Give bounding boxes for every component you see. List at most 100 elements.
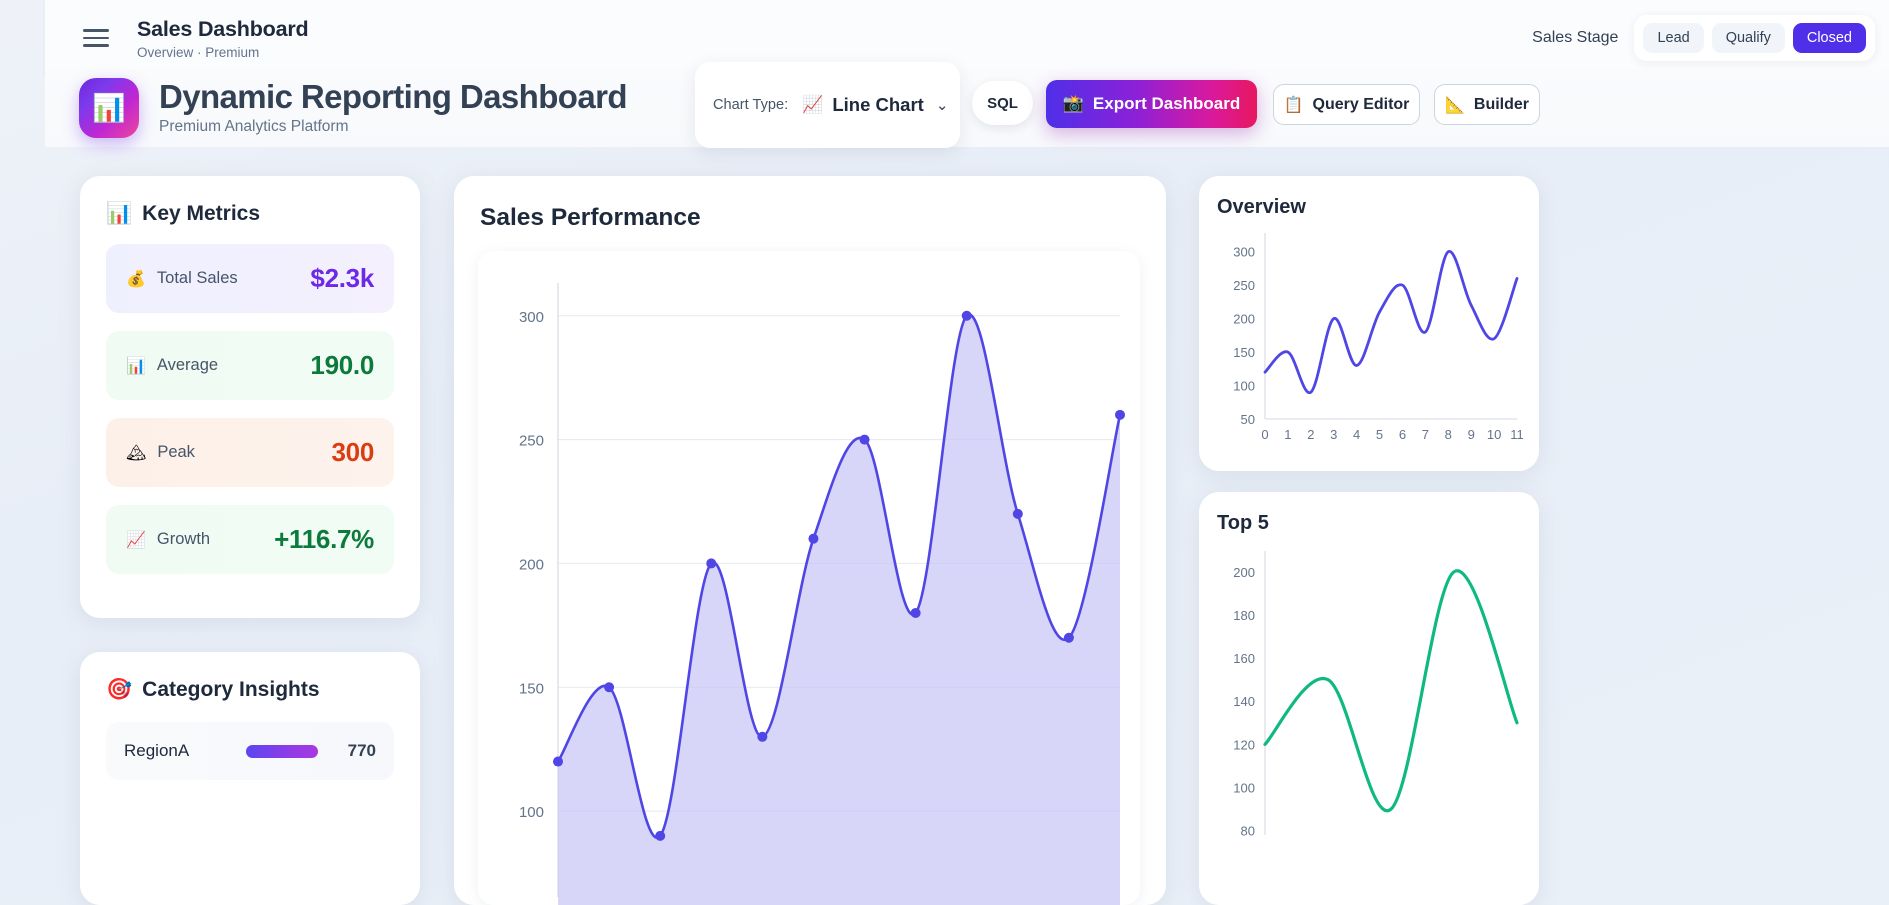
breadcrumb: Overview · Premium [137,44,260,60]
export-dashboard-label: Export Dashboard [1092,94,1241,113]
builder-button[interactable]: 📐 Builder [1434,84,1540,125]
hamburger-line [83,36,109,40]
svg-text:150: 150 [1233,345,1255,360]
trend-up-icon: 📈 [126,531,146,549]
svg-text:10: 10 [1487,427,1501,442]
svg-text:1: 1 [1284,427,1291,442]
svg-text:80: 80 [1241,824,1255,839]
hamburger-line [83,29,109,32]
builder-label: Builder [1473,95,1530,113]
svg-text:180: 180 [1233,608,1255,623]
svg-text:4: 4 [1353,427,1360,442]
top-app-bar: Sales Dashboard Overview · Premium Sales… [45,0,1889,76]
svg-text:9: 9 [1468,427,1475,442]
stage-button-qualify[interactable]: Qualify [1711,23,1785,53]
hero-bar: 📊 Dynamic Reporting Dashboard Premium An… [45,69,1889,147]
chart-type-dropdown[interactable]: 📈 Line Chart ⌄ [802,94,948,116]
svg-text:100: 100 [519,804,544,821]
bar-chart-app-icon: 📊 [79,78,139,138]
ruler-icon: 📐 [1444,96,1465,114]
svg-text:250: 250 [1233,278,1255,293]
dashboard-heading: Dynamic Reporting Dashboard [159,78,627,116]
stage-controls: Sales Stage Lead Qualify Closed [1532,15,1889,61]
svg-text:300: 300 [519,309,544,326]
svg-text:2: 2 [1307,427,1314,442]
sales-performance-plot[interactable]: 100 150 200 250 300 [478,251,1140,905]
query-editor-button[interactable]: 📋 Query Editor [1273,84,1420,125]
export-dashboard-button[interactable]: 📸 Export Dashboard [1046,80,1257,128]
metric-row-average: 📊 Average 190.0 [106,331,394,400]
hero-text-block: Dynamic Reporting Dashboard Premium Anal… [159,80,627,136]
sql-button[interactable]: SQL [972,81,1033,125]
metric-value: 300 [331,437,375,467]
svg-text:11: 11 [1510,427,1523,442]
sales-stage-segmented-control: Lead Qualify Closed [1634,15,1875,61]
key-metrics-card: 📊 Key Metrics 💰 Total Sales $2.3k 📊 Aver… [80,176,420,618]
svg-text:6: 6 [1399,427,1406,442]
hamburger-line [83,44,109,47]
metric-label-group: 💰 Total Sales [126,269,238,289]
sales-performance-card: Sales Performance 100 150 200 250 300 [454,176,1166,905]
sales-stage-label: Sales Stage [1532,29,1619,46]
top5-card: Top 5 80 100 120 140 160 180 200 [1199,492,1539,905]
bar-chart-icon: 📊 [106,202,133,225]
svg-text:100: 100 [1233,379,1255,394]
stage-button-lead[interactable]: Lead [1643,23,1704,53]
document-icon: 📋 [1283,96,1304,114]
svg-text:160: 160 [1233,651,1255,666]
svg-text:5: 5 [1376,427,1383,442]
insight-progress-track [246,744,318,758]
overview-title: Overview [1217,196,1306,218]
key-metrics-title-text: Key Metrics [142,202,261,225]
stage-button-closed[interactable]: Closed [1792,23,1866,53]
metric-value: $2.3k [310,263,374,293]
svg-text:120: 120 [1233,737,1255,752]
category-insights-title-text: Category Insights [142,678,320,701]
metric-name: Growth [156,530,211,548]
svg-text:3: 3 [1330,427,1337,442]
overview-card: Overview 50 100 150 200 250 300 0 1 2 3 4 5 6 7 8 9 10 11 [1199,176,1539,471]
metric-value: 190.0 [310,350,374,380]
dashboard-subheading: Premium Analytics Platform [159,117,349,135]
metric-row-total-sales: 💰 Total Sales $2.3k [106,244,394,313]
metric-label-group: 📊 Average [126,356,218,376]
category-insights-title: 🎯 Category Insights [106,678,394,702]
insight-progress-fill [246,744,318,758]
insight-row-regiona: RegionA 770 [106,722,394,780]
chart-type-label: Chart Type: [713,97,789,113]
metric-label-group: 🏔 Peak [126,443,195,463]
svg-text:150: 150 [519,680,544,697]
metric-name: Average [156,356,219,374]
money-bag-icon: 💰 [126,270,146,288]
app-title-block: Sales Dashboard Overview · Premium [137,16,309,60]
svg-text:300: 300 [1233,245,1255,260]
svg-text:200: 200 [519,556,544,573]
metric-name: Total Sales [156,269,238,287]
sales-performance-title: Sales Performance [480,204,701,231]
target-icon: 🎯 [106,678,133,701]
metric-value: +116.7% [274,524,374,554]
sales-performance-svg: 100 150 200 250 300 [519,283,1125,905]
svg-text:250: 250 [519,433,544,450]
svg-text:140: 140 [1233,694,1255,709]
svg-text:0: 0 [1261,427,1268,442]
svg-text:200: 200 [1233,565,1255,580]
svg-text:50: 50 [1241,412,1255,427]
svg-text:200: 200 [1233,312,1255,327]
line-chart-icon: 📈 [802,95,824,114]
metric-row-peak: 🏔 Peak 300 [106,418,394,487]
top5-chart-svg[interactable]: 80 100 120 140 160 180 200 [1217,535,1523,891]
insight-value: 770 [347,741,376,760]
insight-category-name: RegionA [124,741,190,760]
mountain-icon: 🏔 [126,444,147,462]
metric-label-group: 📈 Growth [126,530,210,550]
chart-type-value: Line Chart [832,94,924,115]
chart-type-control: Chart Type: 📈 Line Chart ⌄ [695,62,960,148]
overview-chart-svg[interactable]: 50 100 150 200 250 300 0 1 2 3 4 5 6 7 8 9 10 11 [1217,219,1524,459]
page-title: Sales Dashboard [137,16,309,41]
hamburger-menu-icon[interactable] [83,27,109,49]
svg-text:8: 8 [1445,427,1452,442]
category-insights-card: 🎯 Category Insights RegionA 770 [80,652,420,905]
query-editor-label: Query Editor [1312,95,1410,113]
